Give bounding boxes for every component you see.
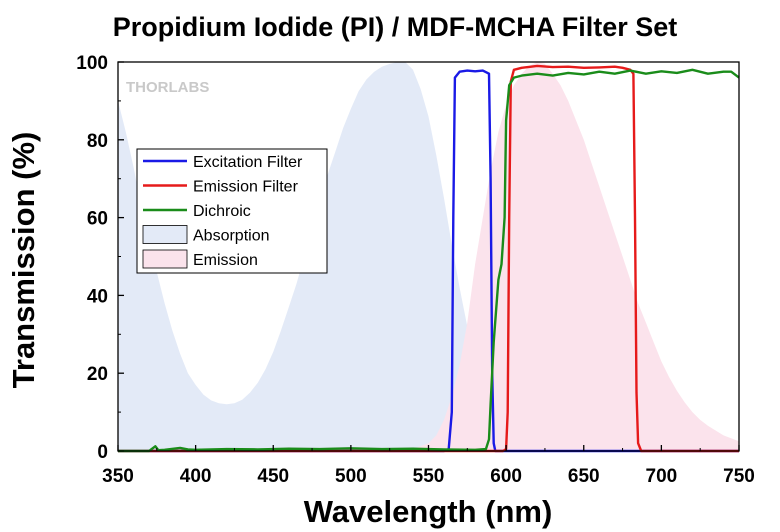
y-axis-label: Transmission (%) [6,132,41,389]
y-tick-label: 80 [87,131,108,152]
x-tick-label: 400 [180,466,212,487]
legend: Excitation Filter Emission Filter Dichroic… [136,148,328,274]
emission-area [350,62,739,451]
y-tick-label: 100 [76,53,108,74]
x-tick-label: 600 [490,466,522,487]
x-tick-label: 550 [413,466,445,487]
line-layer [118,64,740,453]
y-tick-label: 40 [87,286,108,307]
thorlabs-watermark: THORLABS [126,79,209,96]
legend-swatch [142,249,188,269]
chart-title: Propidium Iodide (PI) / MDF-MCHA Filter … [113,12,677,42]
x-tick-label: 350 [102,466,134,487]
legend-swatch [142,225,188,244]
y-axis-ticks: 0 20 40 60 80 100 [76,53,124,463]
emission-filter-line [118,64,739,453]
legend-label: Dichroic [193,203,251,220]
x-axis-label: Wavelength (nm) [304,494,553,529]
y-tick-label: 20 [87,364,108,385]
x-axis-ticks: 350 400 450 500 550 600 650 700 750 [102,445,755,487]
y-tick-label: 0 [97,442,108,463]
x-tick-label: 450 [257,466,289,487]
x-tick-label: 700 [646,466,678,487]
dichroic-line [118,68,740,453]
y-tick-label: 60 [87,209,108,230]
x-tick-label: 500 [335,466,367,487]
legend-label: Emission [193,252,258,269]
excitation-filter-line [118,69,739,453]
legend-label: Emission Filter [193,179,299,196]
legend-label: Absorption [193,228,270,245]
area-layer [118,62,739,451]
legend-label: Excitation Filter [193,154,303,171]
x-tick-label: 750 [723,466,755,487]
x-tick-label: 650 [568,466,600,487]
